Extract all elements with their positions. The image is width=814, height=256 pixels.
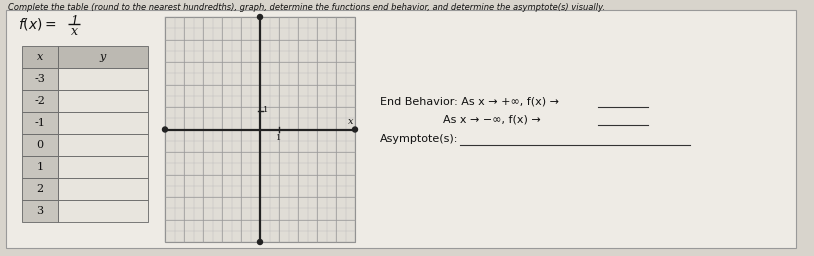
Text: End Behavior: As x → +∞, f(x) →: End Behavior: As x → +∞, f(x) → xyxy=(380,96,559,106)
Bar xyxy=(58,112,148,134)
Text: 3: 3 xyxy=(37,206,44,216)
Bar xyxy=(22,156,58,178)
FancyBboxPatch shape xyxy=(6,10,796,248)
Bar xyxy=(58,68,148,90)
Text: $f(x) =$: $f(x) =$ xyxy=(18,16,57,32)
Text: As x → −∞, f(x) →: As x → −∞, f(x) → xyxy=(443,114,540,124)
Text: Complete the table (round to the nearest hundredths), graph, determine the funct: Complete the table (round to the nearest… xyxy=(8,3,605,12)
Bar xyxy=(22,178,58,200)
Circle shape xyxy=(257,240,262,244)
Text: -2: -2 xyxy=(34,96,46,106)
Bar xyxy=(22,46,58,68)
Text: 1: 1 xyxy=(263,106,269,114)
Text: x: x xyxy=(37,52,43,62)
Bar xyxy=(58,46,148,68)
Text: x: x xyxy=(348,118,353,126)
Text: 1: 1 xyxy=(37,162,44,172)
Circle shape xyxy=(352,127,357,132)
Bar xyxy=(58,134,148,156)
Text: 2: 2 xyxy=(37,184,44,194)
Circle shape xyxy=(257,15,262,19)
Text: -3: -3 xyxy=(34,74,46,84)
Bar xyxy=(22,90,58,112)
Bar xyxy=(58,178,148,200)
Circle shape xyxy=(163,127,168,132)
Bar xyxy=(22,200,58,222)
Bar xyxy=(58,90,148,112)
Text: x: x xyxy=(71,25,77,38)
Bar xyxy=(165,17,355,242)
Text: 0: 0 xyxy=(37,140,44,150)
Bar xyxy=(58,156,148,178)
Text: y: y xyxy=(100,52,106,62)
Text: -1: -1 xyxy=(34,118,46,128)
Bar xyxy=(22,134,58,156)
Text: 1: 1 xyxy=(276,133,282,142)
Text: 1: 1 xyxy=(70,15,78,28)
Text: Asymptote(s):: Asymptote(s): xyxy=(380,134,458,144)
Bar xyxy=(22,112,58,134)
Bar xyxy=(58,200,148,222)
Bar xyxy=(22,68,58,90)
